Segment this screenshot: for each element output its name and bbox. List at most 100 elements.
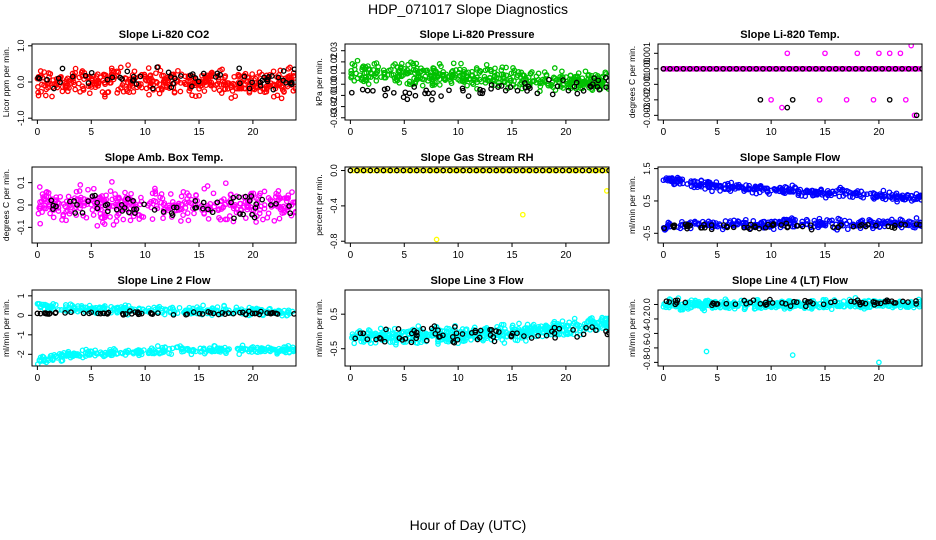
data-point: [265, 210, 272, 217]
data-point: [565, 87, 572, 94]
data-point: [789, 352, 796, 358]
data-point: [395, 73, 402, 80]
data-point: [169, 199, 176, 205]
data-point: [354, 57, 361, 64]
x-tick-label: 20: [560, 373, 572, 384]
data-point: [102, 212, 109, 219]
data-point: [219, 66, 225, 73]
data-point: [60, 211, 67, 218]
data-point: [413, 335, 420, 342]
data-point: [374, 69, 380, 76]
data-point: [253, 201, 260, 208]
data-point: [599, 167, 606, 174]
data-point: [86, 90, 93, 97]
x-tick-label: 15: [506, 373, 518, 384]
data-point: [147, 72, 154, 79]
data-point: [804, 188, 811, 195]
data-point: [429, 96, 435, 103]
x-tick-label: 10: [766, 250, 778, 261]
data-point: [122, 189, 128, 196]
data-point: [233, 304, 240, 311]
data-point: [146, 349, 152, 356]
data-point: [695, 300, 702, 306]
data-point: [78, 194, 84, 201]
data-point: [260, 216, 266, 223]
data-point: [459, 85, 466, 92]
y-axis-label: degrees C per min.: [627, 46, 637, 118]
data-point: [348, 73, 355, 80]
data-point: [453, 167, 460, 174]
data-point: [141, 347, 147, 353]
data-point: [34, 361, 41, 366]
data-point: [418, 339, 424, 346]
data-point: [914, 196, 920, 202]
data-point: [913, 112, 920, 119]
data-point: [815, 221, 822, 228]
data-point: [93, 350, 100, 357]
data-point: [468, 330, 475, 336]
data-point: [124, 68, 131, 75]
data-point: [819, 65, 826, 72]
data-point: [145, 65, 152, 71]
data-point: [478, 78, 485, 85]
data-point: [85, 80, 92, 86]
data-point: [417, 69, 424, 76]
data-point: [692, 218, 698, 225]
data-point: [559, 74, 566, 80]
data-point: [720, 65, 726, 72]
data-point: [430, 90, 436, 96]
data-point: [422, 90, 428, 97]
data-point: [110, 203, 116, 209]
data-point: [89, 193, 96, 199]
data-point: [571, 315, 578, 322]
data-point: [381, 86, 388, 93]
data-point: [87, 350, 93, 357]
data-point: [178, 206, 185, 213]
data-point: [272, 346, 278, 353]
x-tick-label: 0: [348, 250, 354, 261]
data-point: [483, 335, 490, 342]
data-point: [540, 76, 546, 83]
data-point: [604, 331, 609, 338]
data-point: [768, 96, 774, 103]
x-tick-label: 5: [401, 127, 407, 138]
data-point: [160, 215, 166, 222]
data-point: [820, 301, 827, 308]
data-point: [146, 200, 153, 207]
data-point: [88, 69, 95, 76]
data-point: [177, 88, 184, 95]
panel-5: Slope Gas Stream RH percent per min. 0 5 10 1…: [314, 152, 610, 261]
data-point: [278, 95, 285, 102]
data-point: [535, 332, 541, 339]
data-point: [76, 80, 82, 87]
data-point: [792, 184, 798, 190]
data-point: [675, 176, 682, 183]
data-point: [153, 70, 159, 77]
data-point: [168, 74, 174, 80]
data-point: [276, 215, 283, 222]
data-point: [908, 198, 915, 204]
data-point: [460, 167, 466, 174]
data-point: [905, 299, 911, 305]
data-point: [82, 72, 89, 79]
x-tick-label: 0: [661, 127, 667, 138]
y-tick-label: -0.001: [642, 72, 652, 98]
data-point: [436, 61, 443, 67]
data-point: [438, 93, 444, 99]
data-point: [779, 104, 785, 111]
data-point: [85, 186, 91, 193]
data-points: [35, 179, 296, 229]
data-point: [256, 311, 263, 318]
data-points: [34, 62, 296, 102]
data-point: [220, 347, 226, 354]
data-point: [795, 302, 801, 309]
data-point: [781, 306, 788, 312]
data-point: [862, 300, 869, 307]
data-point: [37, 304, 44, 311]
data-point: [456, 66, 463, 73]
data-point: [873, 222, 879, 229]
data-point: [50, 214, 57, 221]
data-point: [463, 70, 469, 76]
data-point: [120, 88, 127, 95]
y-axis-label: kPa per min.: [314, 58, 324, 106]
